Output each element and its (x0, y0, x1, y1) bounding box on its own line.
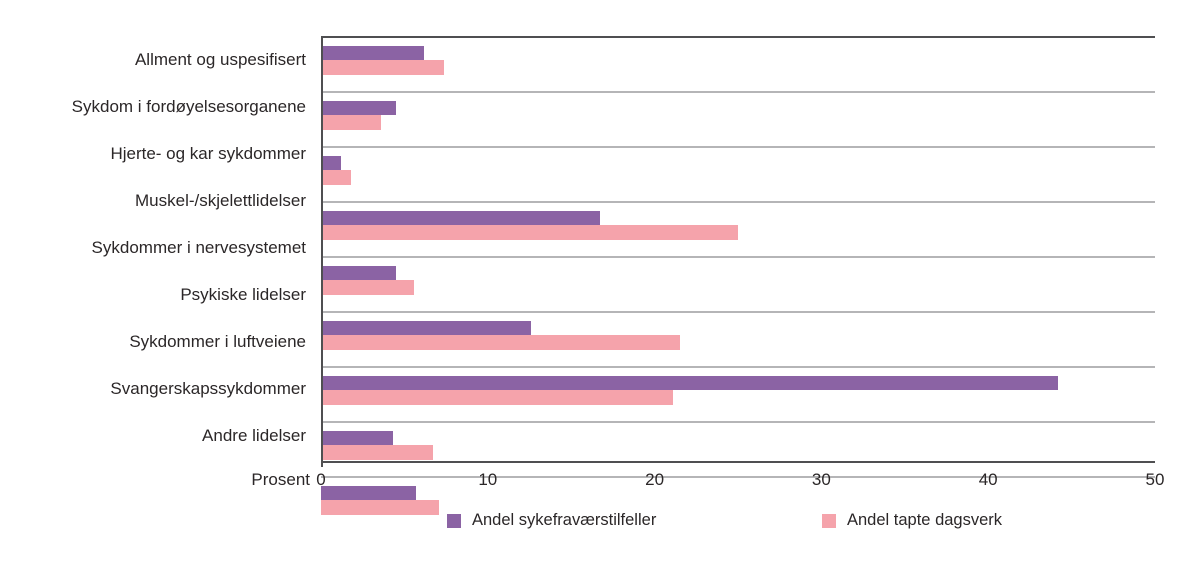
x-axis-title: Prosent (251, 470, 310, 489)
category-label: Hjerte- og kar sykdommer (110, 143, 306, 163)
x-axis-ticks: 0 10 20 30 40 50 (316, 470, 1164, 494)
category-band (321, 486, 1155, 531)
x-tick-label: 10 (478, 470, 498, 489)
category-band (321, 266, 1155, 313)
bar-sykefravaerstilfeller (321, 266, 397, 280)
bar-sykefravaerstilfeller (321, 321, 532, 335)
bar-sykefravaerstilfeller (321, 156, 342, 170)
legend-swatch-purple-icon (447, 513, 461, 528)
category-band (321, 376, 1155, 423)
y-axis-line (321, 36, 323, 467)
category-band (321, 321, 1155, 368)
bar-tapte-dagsverk (321, 115, 382, 130)
bar-sykefravaerstilfeller (321, 46, 425, 60)
x-tick-label: 30 (811, 470, 831, 489)
x-tick-label: 0 (316, 470, 326, 489)
bar-sykefravaerstilfeller (321, 211, 600, 225)
legend-label: Andel tapte dagsverk (847, 511, 1003, 529)
category-label: Psykiske lidelser (180, 284, 306, 304)
legend-label: Andel sykefraværstilfeller (472, 511, 657, 529)
bar-tapte-dagsverk (321, 500, 440, 515)
bar-sykefravaerstilfeller (321, 486, 417, 500)
bar-sykefravaerstilfeller (321, 376, 1059, 390)
x-tick-label: 50 (1145, 470, 1165, 489)
category-band (321, 101, 1155, 148)
bar-sykefravaerstilfeller (321, 101, 397, 115)
category-label: Sykdom i fordøyelsesorganene (71, 96, 306, 116)
bar-tapte-dagsverk (321, 225, 738, 240)
bar-sykefravaerstilfeller (321, 431, 393, 445)
category-band (321, 156, 1155, 203)
x-tick-label: 40 (978, 470, 998, 489)
category-label: Sykdommer i nervesystemet (91, 237, 306, 257)
bar-tapte-dagsverk (321, 390, 673, 405)
plot-area (321, 36, 1155, 515)
bar-tapte-dagsverk (321, 280, 415, 295)
bar-tapte-dagsverk (321, 170, 352, 185)
category-label: Muskel-/skjelettlidelser (135, 190, 306, 210)
legend-item: Andel sykefraværstilfeller (447, 511, 656, 530)
category-axis: Allment og uspesifisert Sykdom i fordøyel… (0, 36, 306, 459)
legend-item: Andel tapte dagsverk (822, 511, 1002, 530)
legend-swatch-pink-icon (822, 513, 836, 528)
bar-tapte-dagsverk (321, 335, 680, 350)
bar-tapte-dagsverk (321, 60, 445, 75)
category-band (321, 211, 1155, 258)
category-band (321, 431, 1155, 478)
category-label: Svangerskapssykdommer (110, 378, 306, 398)
category-label: Allment og uspesifisert (134, 49, 306, 69)
bar-tapte-dagsverk (321, 445, 433, 460)
category-band (321, 46, 1155, 93)
x-tick-label: 20 (645, 470, 665, 489)
category-label: Sykdommer i luftveiene (129, 331, 306, 351)
category-label: Andre lidelser (202, 425, 306, 445)
